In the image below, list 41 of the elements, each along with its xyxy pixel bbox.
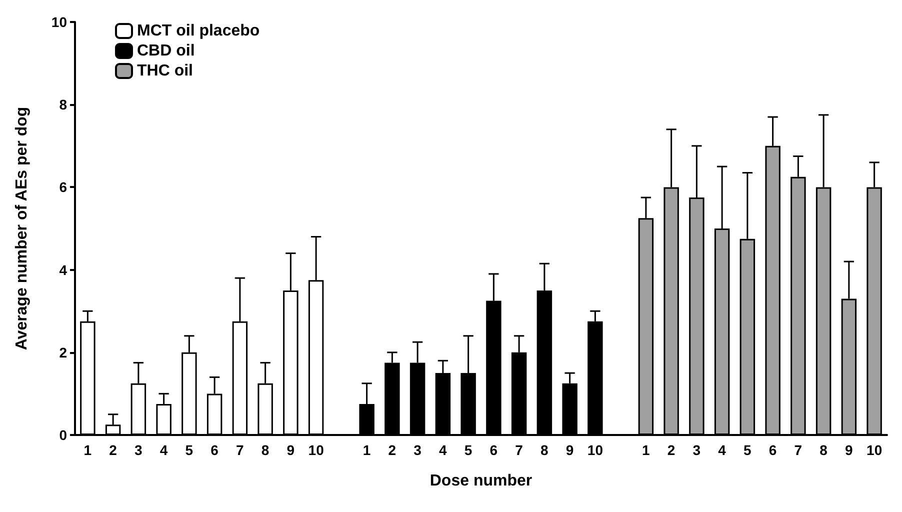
x-tick-label: 5 [464, 442, 472, 458]
x-tick-label: 8 [820, 442, 828, 458]
x-tick-label: 5 [185, 442, 194, 458]
x-tick-label: 3 [414, 442, 422, 458]
x-tick-label: 1 [84, 442, 92, 458]
x-tick-label: 6 [210, 442, 219, 458]
y-tick-label: 2 [59, 344, 68, 360]
x-tick-label: 6 [768, 442, 777, 458]
x-axis-title: Dose number [430, 472, 532, 490]
y-tick-label: 4 [59, 262, 68, 278]
x-tick-label: 8 [540, 442, 549, 458]
y-tick-label: 0 [59, 427, 68, 443]
x-tick-label: 10 [587, 442, 604, 458]
x-tick-label: 7 [794, 442, 802, 458]
y-axis-title: Average number of AEs per dog [14, 106, 30, 350]
x-tick-label: 3 [692, 442, 701, 458]
x-tick-label: 3 [134, 442, 143, 458]
x-tick-label: 9 [566, 442, 574, 458]
x-tick-label: 4 [718, 442, 726, 458]
x-tick-label: 5 [744, 442, 752, 458]
x-tick-label: 2 [109, 442, 118, 458]
legend-label: MCT oil placebo [137, 22, 260, 40]
legend-label: CBD oil [137, 42, 195, 60]
x-tick-label: 1 [642, 442, 650, 458]
x-tick-label: 7 [515, 442, 524, 458]
x-tick-label: 10 [866, 442, 882, 458]
x-tick-label: 2 [388, 442, 396, 458]
legend-label: THC oil [137, 62, 193, 80]
x-tick-label: 4 [439, 442, 448, 458]
x-tick-label: 10 [308, 442, 324, 458]
x-tick-label: 7 [236, 442, 244, 458]
x-tick-label: 6 [490, 442, 498, 458]
y-tick-label: 6 [59, 179, 68, 196]
x-tick-label: 9 [286, 442, 295, 458]
x-tick-label: 2 [667, 442, 676, 458]
x-tick-label: 8 [261, 442, 270, 458]
x-tick-label: 4 [160, 442, 168, 458]
y-tick-label: 10 [51, 14, 68, 30]
y-tick-label: 8 [59, 96, 68, 113]
x-tick-label: 1 [362, 442, 371, 458]
x-tick-label: 9 [845, 442, 854, 458]
